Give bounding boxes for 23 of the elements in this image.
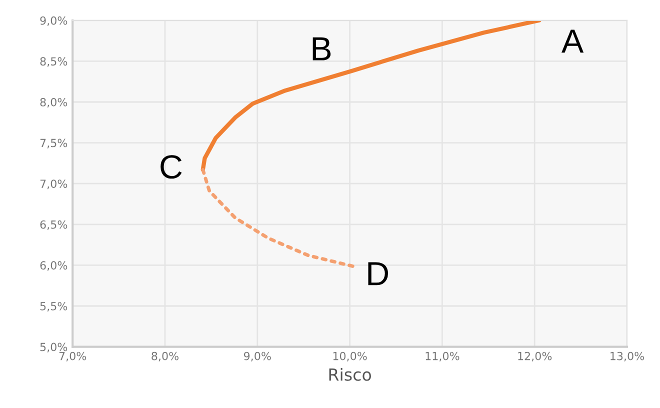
x-tick-label: 11,0% xyxy=(426,352,460,362)
y-tick-label: 9,0% xyxy=(40,16,68,26)
y-tick-label: 5,0% xyxy=(40,342,68,352)
y-tick-label: 8,5% xyxy=(40,57,68,67)
annotation: B xyxy=(312,37,331,60)
y-tick-label: 6,0% xyxy=(40,261,68,271)
annotation: C xyxy=(160,155,182,179)
x-tick-label: 7,0% xyxy=(59,352,86,362)
x-tick-label: 13,0% xyxy=(610,352,644,362)
y-tick-label: 7,0% xyxy=(40,180,68,190)
line-series xyxy=(200,20,542,172)
x-tick-label: 12,0% xyxy=(518,352,552,362)
x-tick-label: 8,0% xyxy=(152,352,178,362)
annotation: D xyxy=(368,262,388,286)
x-tick-label: 9,0% xyxy=(244,352,271,362)
y-tick-label: 8,0% xyxy=(40,98,68,108)
x-tick-label: 10,0% xyxy=(333,352,367,362)
y-tick-label: 7,5% xyxy=(40,138,68,148)
y-tick-label: 6,5% xyxy=(40,220,68,230)
line-series xyxy=(201,168,358,269)
y-tick-label: 5,5% xyxy=(40,302,68,312)
x-axis-title: Risco xyxy=(329,368,372,381)
annotation: A xyxy=(562,30,584,53)
